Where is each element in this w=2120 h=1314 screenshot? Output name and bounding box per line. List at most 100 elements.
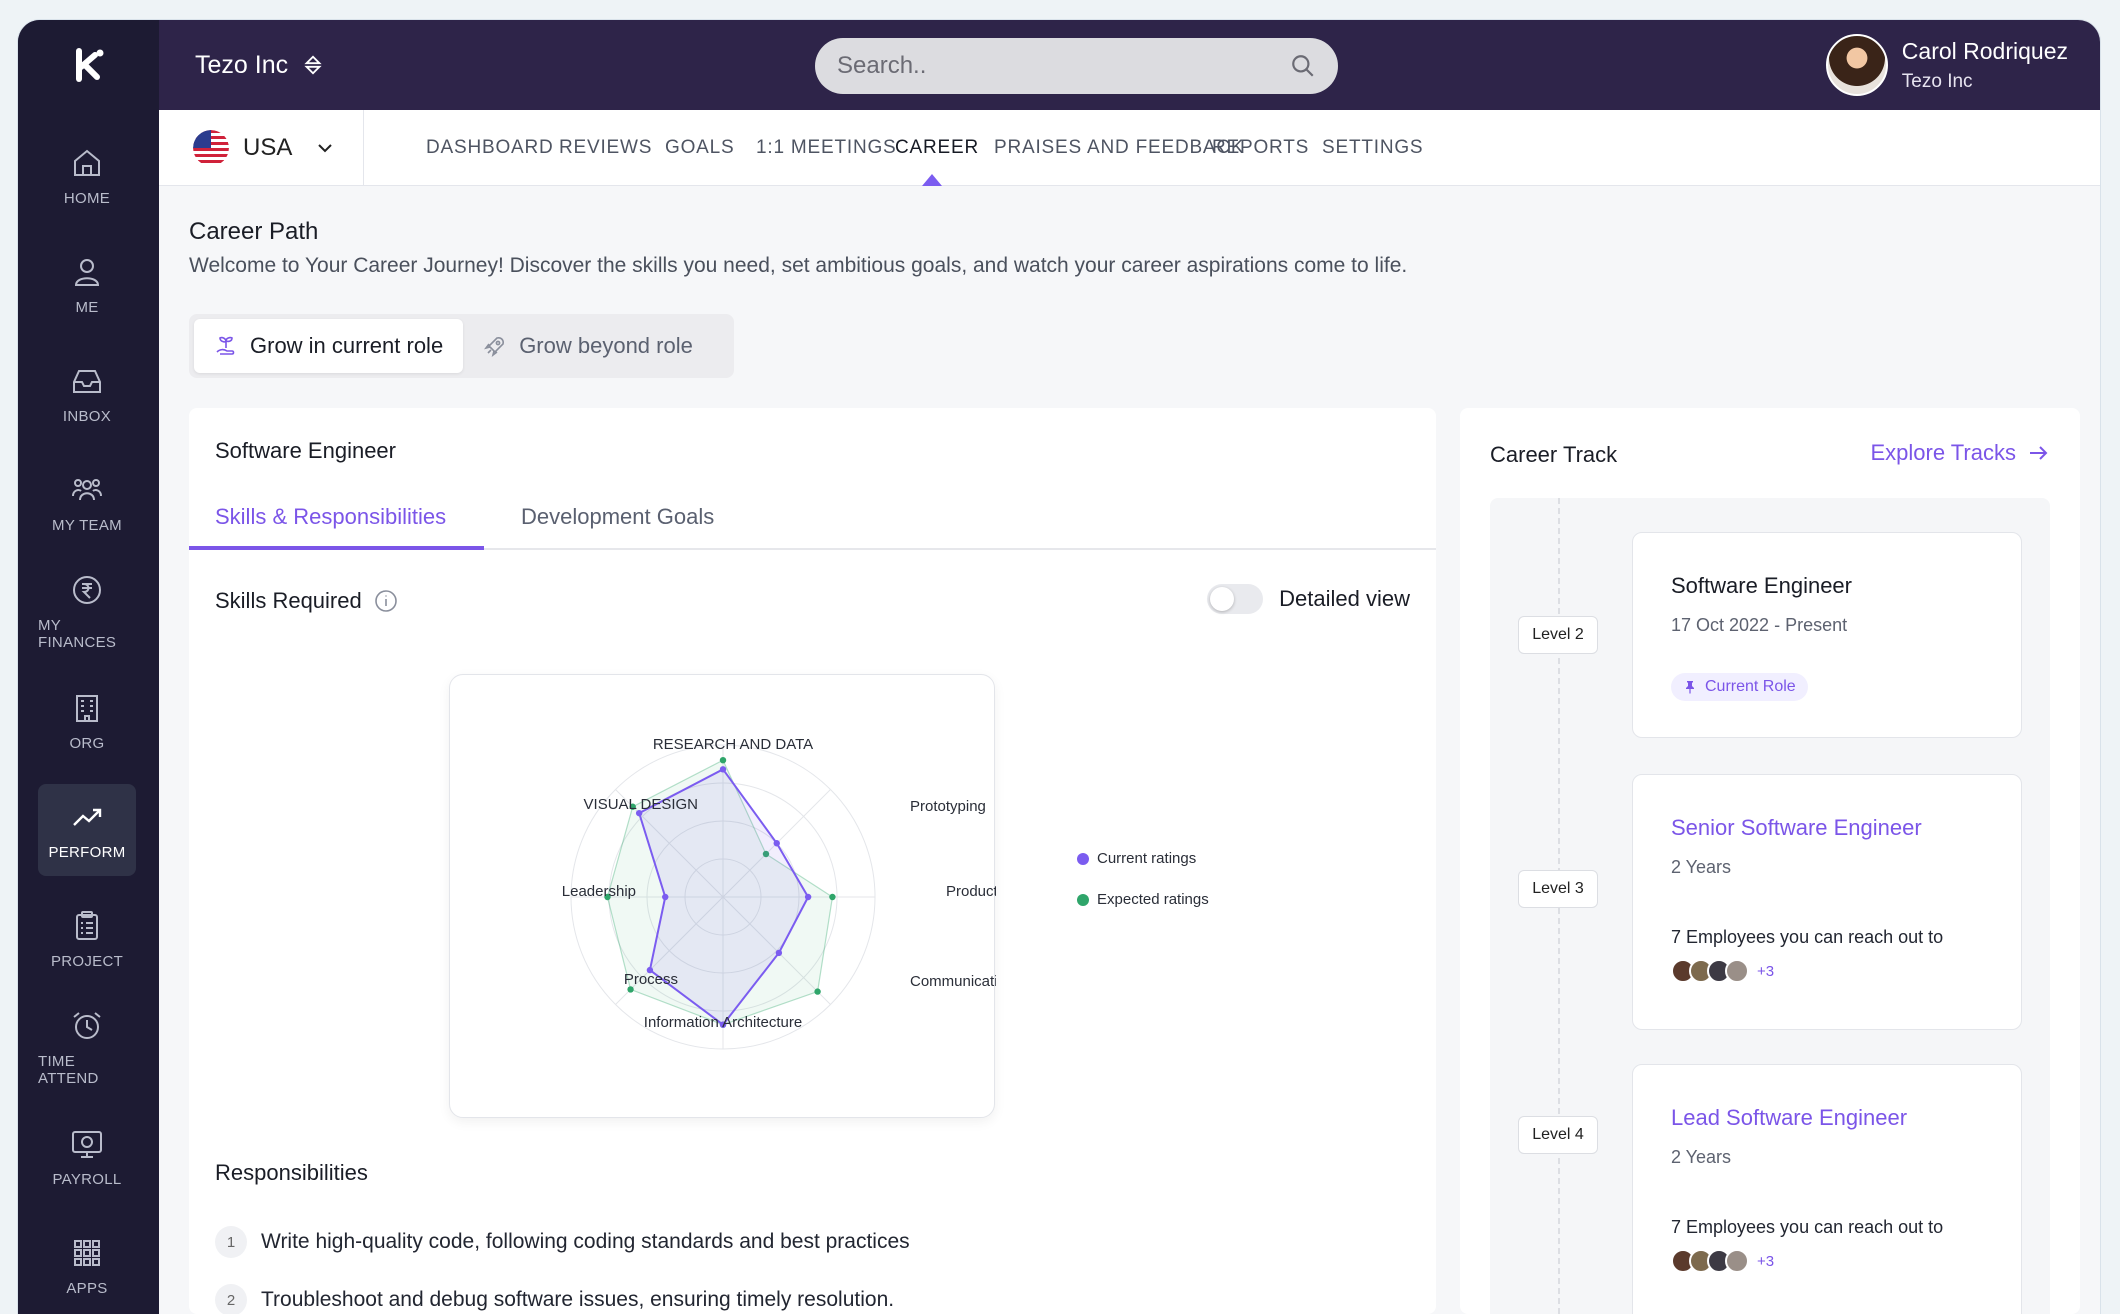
employee-avatars[interactable]: +3: [1671, 959, 1774, 983]
expected-rating-point[interactable]: [627, 986, 634, 993]
more-count: +3: [1757, 962, 1775, 980]
sidebar-item-label: PERFORM: [48, 843, 126, 861]
expected-rating-point[interactable]: [814, 988, 821, 995]
country-selector[interactable]: USA: [159, 109, 364, 186]
expected-rating-point[interactable]: [629, 803, 636, 810]
current-rating-point[interactable]: [804, 893, 812, 901]
role-segment-control: Grow in current role Grow beyond role: [189, 314, 734, 378]
current-rating-point[interactable]: [773, 840, 780, 847]
grow-beyond-role-button[interactable]: Grow beyond role: [463, 319, 713, 373]
tab-dashboard[interactable]: DASHBOARD: [426, 136, 554, 158]
legend-dot: [1077, 852, 1089, 865]
sidebar-item-apps[interactable]: APPS: [38, 1220, 136, 1312]
current-rating-point[interactable]: [635, 809, 643, 817]
user-icon: [74, 258, 100, 286]
main-nav: USA DASHBOARD REVIEWS GOALS 1:1 MEETINGS CAR…: [159, 109, 2100, 186]
role-details-card: Software Engineer Skills & Responsibilit…: [189, 408, 1436, 1314]
responsibility-text: Write high-quality code, following codin…: [261, 1230, 910, 1253]
sidebar-item-me[interactable]: ME: [38, 239, 136, 331]
expected-rating-point[interactable]: [829, 893, 836, 901]
sidebar-item-home[interactable]: HOME: [38, 130, 136, 222]
tab-skills-responsibilities[interactable]: Skills & Responsibilities: [215, 504, 447, 529]
sidebar-item-my-team[interactable]: MY TEAM: [38, 457, 136, 549]
search-input[interactable]: [837, 52, 1237, 80]
expected-rating-point[interactable]: [604, 893, 611, 901]
track-role-dates: 17 Oct 2022 - Present: [1671, 615, 1848, 635]
search-icon[interactable]: [1290, 53, 1316, 79]
arrow-right-icon: [2030, 446, 2048, 460]
app-logo[interactable]: [18, 20, 159, 110]
radar-axis-label: Communication: [910, 973, 996, 990]
tab-development-goals[interactable]: Development Goals: [521, 504, 715, 529]
sidebar-item-org[interactable]: ORG: [38, 675, 136, 767]
career-track-timeline: Level 2 Software Engineer 17 Oct 2022 - …: [1490, 498, 2050, 1314]
sidebar-item-my-finances[interactable]: MY FINANCES: [38, 566, 136, 658]
sidebar-item-label: ME: [75, 298, 99, 316]
building-icon: [76, 694, 98, 722]
rupee-icon: [73, 576, 101, 604]
sidebar-item-label: INBOX: [62, 407, 112, 425]
tab-1-1-meetings[interactable]: 1:1 MEETINGS: [756, 136, 897, 158]
avatar: [1725, 1249, 1749, 1273]
employee-avatars[interactable]: +3: [1671, 1249, 1774, 1273]
avatar: [1725, 959, 1749, 983]
sidebar-item-label: TIME ATTEND: [38, 1053, 99, 1087]
sidebar-item-time-attend[interactable]: TIME ATTEND: [38, 1002, 136, 1094]
sidebar-item-label: ORG: [69, 734, 105, 752]
explore-tracks-link[interactable]: Explore Tracks: [1871, 440, 2051, 466]
clipboard-icon: [76, 910, 98, 940]
radar-axis-label: Leadership: [562, 883, 636, 900]
track-card-level-3[interactable]: Senior Software Engineer 2 Years 7 Emplo…: [1632, 774, 2022, 1030]
company-name: Tezo Inc: [195, 50, 289, 79]
tab-career[interactable]: CAREER: [895, 136, 979, 158]
detailed-view-control: Detailed view: [1207, 584, 1410, 614]
track-role-title[interactable]: Lead Software Engineer: [1671, 1105, 1908, 1130]
current-role-badge: Current Role: [1671, 673, 1808, 701]
current-rating-point[interactable]: [775, 949, 783, 957]
company-switcher[interactable]: Tezo Inc: [195, 51, 324, 80]
skills-required-heading: Skills Required: [215, 588, 398, 614]
info-icon[interactable]: [374, 589, 398, 613]
radar-axis-label: RESEARCH AND DATA: [653, 736, 813, 753]
tab-reviews[interactable]: REVIEWS: [559, 136, 653, 158]
track-card-level-4[interactable]: Lead Software Engineer 2 Years 7 Employe…: [1632, 1064, 2022, 1314]
current-rating-point[interactable]: [719, 766, 727, 773]
grow-current-role-button[interactable]: Grow in current role: [194, 319, 464, 373]
k-logo-icon: [75, 48, 103, 82]
radar-axis-label: Process: [624, 971, 678, 988]
search-bar: [815, 38, 1338, 94]
user-profile[interactable]: Carol Rodriquez Tezo Inc: [1825, 34, 2068, 96]
expected-rating-point[interactable]: [762, 850, 770, 858]
sidebar-item-payroll[interactable]: PAYROLL: [38, 1111, 136, 1203]
tab-settings[interactable]: SETTINGS: [1322, 136, 1424, 158]
current-rating-point[interactable]: [719, 1021, 727, 1028]
page-subtitle: Welcome to Your Career Journey! Discover…: [189, 254, 1408, 277]
sidebar-item-label: PROJECT: [50, 952, 124, 970]
track-role-title[interactable]: Senior Software Engineer: [1671, 815, 1922, 840]
expected-rating-point[interactable]: [719, 757, 727, 764]
app-frame: Tezo Inc Carol Rodriquez Tezo Inc HOME: [18, 20, 2100, 1314]
active-tab-indicator: [922, 173, 942, 186]
responsibilities-heading: Responsibilities: [215, 1160, 368, 1185]
current-rating-point[interactable]: [646, 966, 654, 974]
level-badge: Level 2: [1518, 616, 1598, 654]
tab-reports[interactable]: REPORTS: [1212, 136, 1310, 158]
sidebar-item-perform[interactable]: PERFORM: [38, 784, 136, 876]
sidebar-item-label: PAYROLL: [52, 1170, 122, 1188]
item-number: 2: [215, 1284, 247, 1314]
chart-legend: Current ratings Expected ratings: [1077, 850, 1209, 932]
track-card-current[interactable]: Software Engineer 17 Oct 2022 - Present …: [1632, 532, 2022, 738]
segment-label: Grow in current role: [250, 333, 444, 358]
sidebar-item-label: MY TEAM: [52, 516, 122, 534]
level-badge: Level 3: [1518, 870, 1598, 908]
current-rating-point[interactable]: [662, 893, 669, 901]
sidebar-item-label: APPS: [66, 1279, 108, 1297]
reach-out-text: 7 Employees you can reach out to: [1671, 927, 1944, 947]
tab-goals[interactable]: GOALS: [665, 136, 735, 158]
skills-required-label: Skills Required: [215, 588, 362, 613]
sidebar: HOME ME INBOX MY TEAM MY FINANCES ORG PE…: [18, 110, 159, 1314]
sidebar-item-project[interactable]: PROJECT: [38, 893, 136, 985]
tab-praises-and-feedback[interactable]: PRAISES AND FEEDBACK: [994, 136, 1245, 158]
detailed-view-toggle[interactable]: [1207, 584, 1264, 614]
sidebar-item-inbox[interactable]: INBOX: [38, 348, 136, 440]
